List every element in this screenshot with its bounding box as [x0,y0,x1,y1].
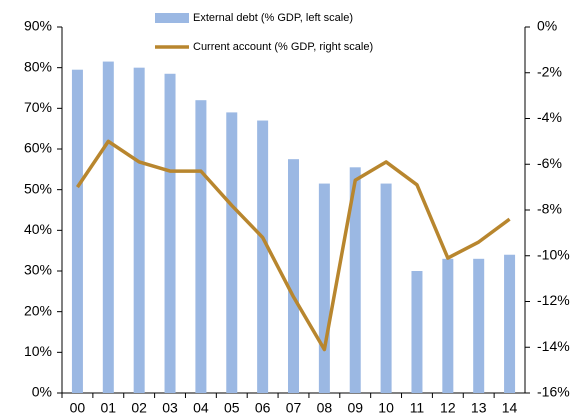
bar [380,183,392,393]
x-tick-label: 01 [101,400,117,416]
x-tick-label: 11 [410,400,425,416]
y-tick-label: 30% [24,262,52,278]
bar [226,112,238,394]
y2-tick-label: 0% [537,18,557,34]
line [75,139,511,352]
x-tick-label: 13 [471,400,487,416]
legend-label: External debt (% GDP, left scale) [193,12,353,24]
y2-tick-label: -6% [537,155,562,171]
x-tick-label: 06 [255,400,271,416]
bar [102,61,114,394]
bar [195,100,207,393]
bar [257,120,269,394]
y2-tick-label: -2% [537,63,562,79]
y-tick-label: 20% [24,302,52,318]
y-tick-label: 70% [24,99,52,115]
x-tick-label: 09 [347,400,363,416]
bar [71,69,83,393]
y2-tick-label: -4% [537,109,562,125]
bar [164,73,176,394]
y2-tick-label: -12% [537,292,570,308]
x-tick-label: 14 [502,400,518,416]
bar [473,258,485,393]
y-tick-label: 10% [24,343,52,359]
y-tick-label: 60% [24,140,52,156]
legend-label: Current account (% GDP, right scale) [193,41,373,53]
y2-tick-label: -16% [537,384,570,400]
y-tick-label: 80% [24,58,52,74]
y2-tick-label: -8% [537,201,562,217]
x-tick-label: 03 [162,400,178,416]
bar [288,159,299,393]
y-tick-label: 40% [24,221,52,237]
bar [318,183,330,393]
x-tick-label: 05 [224,400,240,416]
bar [133,67,145,394]
y2-tick-label: -14% [537,338,570,354]
x-tick-label: 12 [440,400,456,416]
bar [442,258,454,393]
bar [504,254,516,393]
y2-tick-label: -10% [537,246,570,262]
y-tick-label: 0% [32,384,52,400]
y-tick-label: 50% [24,180,52,196]
x-tick-label: 04 [193,400,209,416]
x-tick-label: 08 [317,400,333,416]
bar [349,167,361,393]
x-tick-label: 07 [286,400,302,416]
legend-swatch [155,13,189,23]
x-tick-label: 10 [378,400,394,416]
x-tick-label: 00 [70,400,86,416]
bar [411,271,423,393]
x-tick-label: 02 [131,400,147,416]
y-tick-label: 90% [24,18,52,34]
